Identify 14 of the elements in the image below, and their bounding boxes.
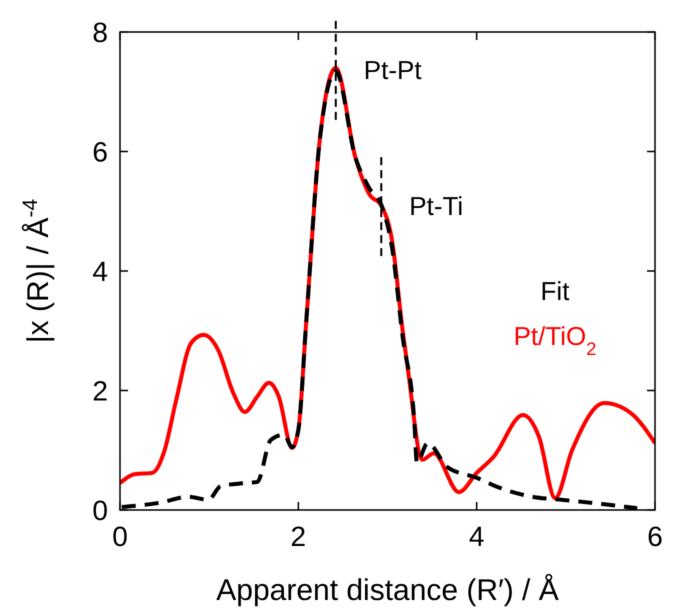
y-tick-label: 8 [92,17,108,48]
x-tick-label: 2 [290,521,306,552]
x-axis-title: Apparent distance (R′) / Å [216,573,559,607]
y-tick-label: 4 [92,256,108,287]
y-tick-label: 2 [92,376,108,406]
y-tick-label: 6 [92,136,108,168]
x-tick-label: 0 [112,521,128,552]
x-tick-label: 4 [468,521,484,552]
annotation: Pt-Pt [364,54,422,85]
y-tick-label: 0 [92,495,108,526]
text: Fit [540,276,570,306]
annotation: Pt-Ti [409,191,464,222]
x-tick-label: 6 [647,521,663,552]
series-label: Pt/TiO$_{2}$ [514,321,596,359]
